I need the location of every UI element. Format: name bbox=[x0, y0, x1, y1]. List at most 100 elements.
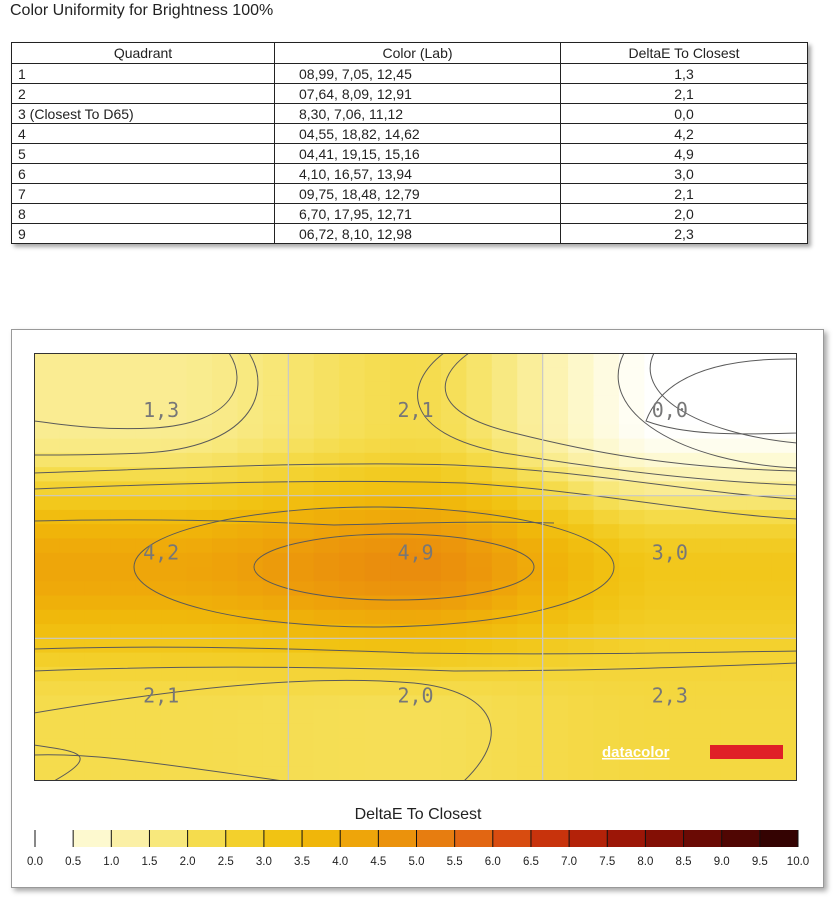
heatmap-cell bbox=[313, 438, 340, 454]
heatmap-cell bbox=[771, 410, 797, 426]
heatmap-cell bbox=[390, 752, 417, 768]
heatmap-cell bbox=[491, 723, 519, 739]
heatmap-cell bbox=[618, 509, 646, 525]
colorbar-segment bbox=[340, 830, 379, 847]
heatmap-cell bbox=[618, 695, 646, 711]
heatmap-cell bbox=[440, 410, 468, 426]
header-quadrant: Quadrant bbox=[11, 42, 275, 64]
heatmap-cell bbox=[720, 495, 747, 511]
heatmap-cell bbox=[542, 766, 569, 781]
heatmap-cell bbox=[669, 381, 697, 397]
heatmap-cell bbox=[568, 481, 595, 497]
heatmap-cell bbox=[288, 652, 315, 668]
heatmap-cell bbox=[262, 666, 290, 682]
heatmap-cell bbox=[644, 524, 671, 540]
colorbar-segment bbox=[187, 830, 227, 847]
heatmap-cell bbox=[618, 395, 646, 411]
heatmap-cell bbox=[542, 652, 569, 668]
heatmap-cell bbox=[746, 367, 773, 383]
heatmap-cell bbox=[695, 452, 722, 468]
heatmap-cell bbox=[262, 652, 290, 668]
heatmap-cell bbox=[466, 395, 493, 411]
heatmap-cell bbox=[339, 438, 366, 454]
heatmap-cell bbox=[390, 552, 417, 568]
heatmap-cell bbox=[440, 738, 468, 754]
heatmap-cell bbox=[618, 709, 646, 725]
heatmap-cell bbox=[746, 638, 773, 654]
heatmap-cell bbox=[593, 681, 620, 697]
heatmap-cell bbox=[771, 695, 797, 711]
heatmap-cell bbox=[644, 595, 671, 611]
heatmap-cell bbox=[695, 481, 722, 497]
heatmap-cell bbox=[59, 709, 86, 725]
heatmap-cell bbox=[237, 695, 264, 711]
cell-value-label: 2,1 bbox=[397, 398, 433, 422]
heatmap-cell bbox=[746, 509, 773, 525]
heatmap-cell bbox=[593, 410, 620, 426]
heatmap-cell bbox=[491, 367, 519, 383]
heatmap-cell bbox=[695, 624, 722, 640]
heatmap-cell bbox=[339, 381, 366, 397]
heatmap-cell bbox=[161, 509, 188, 525]
heatmap-cell bbox=[212, 538, 239, 554]
heatmap-cell bbox=[59, 509, 86, 525]
heatmap-cell bbox=[390, 524, 417, 540]
heatmap-cell bbox=[237, 609, 264, 625]
heatmap-cell bbox=[84, 666, 112, 682]
heatmap-cell bbox=[390, 766, 417, 781]
header-color-lab: Color (Lab) bbox=[274, 42, 561, 64]
heatmap-cell bbox=[568, 567, 595, 583]
table-row: 7 09,75, 18,48, 12,79 2,1 bbox=[11, 183, 808, 204]
heatmap-cell bbox=[110, 766, 137, 781]
heatmap-cell bbox=[110, 695, 137, 711]
heatmap-cell bbox=[746, 666, 773, 682]
heatmap-cell bbox=[593, 438, 620, 454]
cell-quadrant: 4 bbox=[11, 123, 275, 144]
heatmap-cell bbox=[110, 367, 137, 383]
cell-value-label: 2,0 bbox=[397, 683, 433, 707]
heatmap-cell bbox=[466, 723, 493, 739]
heatmap-cell bbox=[186, 695, 213, 711]
heatmap-cell bbox=[746, 581, 773, 597]
heatmap-cell bbox=[771, 509, 797, 525]
heatmap-cell bbox=[186, 424, 213, 440]
heatmap-cell bbox=[720, 638, 747, 654]
colorbar-tick-label: 6.5 bbox=[523, 856, 539, 868]
heatmap-cell bbox=[695, 552, 722, 568]
heatmap-cell bbox=[593, 481, 620, 497]
heatmap-cell bbox=[593, 524, 620, 540]
cell-color-lab: 09,75, 18,48, 12,79 bbox=[274, 183, 561, 204]
cell-quadrant: 3 (Closest To D65) bbox=[11, 103, 275, 124]
heatmap-cell bbox=[491, 681, 519, 697]
table-header-row: Quadrant Color (Lab) DeltaE To Closest bbox=[11, 42, 808, 64]
heatmap-cell bbox=[364, 381, 391, 397]
heatmap-cell bbox=[339, 552, 366, 568]
heatmap-cell bbox=[59, 438, 86, 454]
heatmap-cell bbox=[568, 652, 595, 668]
heatmap-cell bbox=[186, 624, 213, 640]
heatmap-cell bbox=[262, 481, 290, 497]
heatmap-cell bbox=[161, 681, 188, 697]
heatmap-cell bbox=[135, 624, 162, 640]
contour-line bbox=[34, 480, 797, 520]
heatmap-cell bbox=[390, 638, 417, 654]
heatmap-cell bbox=[746, 467, 773, 483]
contour-line bbox=[34, 754, 285, 781]
heatmap-cell bbox=[237, 467, 264, 483]
heatmap-cell bbox=[542, 353, 569, 369]
heatmap-cell bbox=[466, 481, 493, 497]
heatmap-cell bbox=[771, 353, 797, 369]
heatmap-cell bbox=[288, 766, 315, 781]
heatmap-cell bbox=[415, 495, 442, 511]
heatmap-cell bbox=[186, 567, 213, 583]
table-row: 1 08,99, 7,05, 12,45 1,3 bbox=[11, 63, 808, 84]
heatmap-cell bbox=[669, 624, 697, 640]
heatmap-cell bbox=[542, 452, 569, 468]
heatmap-cell bbox=[339, 666, 366, 682]
heatmap-cell bbox=[364, 581, 391, 597]
colorbar-segment bbox=[645, 830, 685, 847]
heatmap-cell bbox=[84, 524, 112, 540]
heatmap-cell bbox=[568, 538, 595, 554]
heatmap-cell bbox=[262, 695, 290, 711]
heatmap-cell bbox=[568, 395, 595, 411]
